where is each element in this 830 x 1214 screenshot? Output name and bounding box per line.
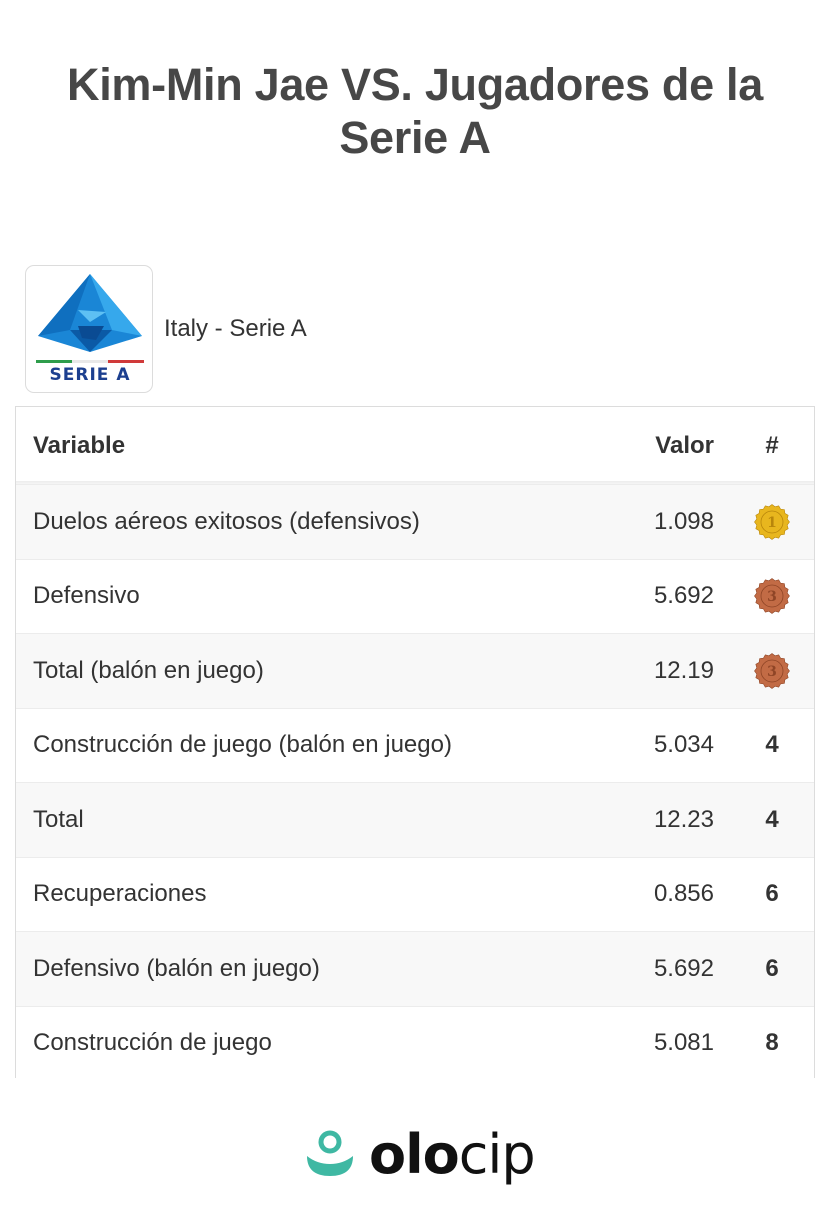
header-variable: Variable <box>33 431 126 459</box>
row-value: 0.856 <box>653 880 714 908</box>
row-rank: 8 <box>765 1029 779 1057</box>
row-value: 5.034 <box>653 731 714 759</box>
olocip-logo-icon <box>307 1130 353 1176</box>
row-value: 5.081 <box>653 1029 714 1057</box>
row-variable: Total (balón en juego) <box>33 656 264 684</box>
table-row: Construcción de juego (balón en juego) 5.… <box>16 707 814 782</box>
serie-a-logo-text: SERIE A <box>49 365 131 385</box>
table-row: Duelos aéreos exitosos (defensivos) 1.098… <box>16 484 814 559</box>
row-value: 5.692 <box>653 954 714 982</box>
medal-rank-number: 3 <box>767 589 777 605</box>
row-variable: Recuperaciones <box>33 880 207 908</box>
medal-rank-number: 3 <box>767 664 777 680</box>
row-variable: Duelos aéreos exitosos (defensivos) <box>33 507 420 535</box>
bronze-medal-icon: 3 <box>754 652 790 689</box>
row-value: 1.098 <box>653 507 714 535</box>
league-name: Italy - Serie A <box>164 315 307 342</box>
serie-a-shield-icon <box>36 274 144 363</box>
table-row: Defensivo (balón en juego) 5.692 6 <box>16 931 814 1006</box>
table-row: Total (balón en juego) 12.19 3 <box>16 633 814 708</box>
brand-wordmark: olocip <box>369 1128 536 1182</box>
medal-rank-number: 1 <box>767 515 777 531</box>
row-rank: 6 <box>765 880 779 908</box>
table-row: Defensivo 5.692 3 <box>16 558 814 633</box>
header-value: Valor <box>655 431 714 459</box>
brand-part-1: olo <box>369 1123 460 1186</box>
row-variable: Defensivo <box>33 582 140 610</box>
row-value: 12.23 <box>653 805 714 833</box>
bronze-medal-icon: 3 <box>754 578 790 615</box>
row-variable: Construcción de juego <box>33 1029 272 1057</box>
header-rank: # <box>765 431 779 459</box>
table-header: Variable Valor # <box>16 407 814 484</box>
row-rank: 4 <box>765 731 779 759</box>
row-value: 12.19 <box>653 656 714 684</box>
olocip-brand: olocip <box>303 1128 536 1182</box>
league-header: SERIE A Italy - Serie A <box>25 265 307 393</box>
table-row: Recuperaciones 0.856 6 <box>16 856 814 931</box>
page-title: Kim-Min Jae VS. Jugadores de la Serie A <box>67 59 763 163</box>
table-row: Construcción de juego 5.081 8 <box>16 1005 814 1080</box>
row-variable: Defensivo (balón en juego) <box>33 954 320 982</box>
brand-part-2: cip <box>458 1123 536 1186</box>
row-variable: Total <box>33 805 84 833</box>
gold-medal-icon: 1 <box>754 503 790 540</box>
row-rank: 4 <box>765 805 779 833</box>
stats-table: Variable Valor # Duelos aéreos exitosos … <box>15 406 815 1080</box>
row-variable: Construcción de juego (balón en juego) <box>33 731 452 759</box>
row-value: 5.692 <box>653 582 714 610</box>
serie-a-logo: SERIE A <box>25 265 153 393</box>
table-row: Total 12.23 4 <box>16 782 814 857</box>
row-rank: 6 <box>765 954 779 982</box>
